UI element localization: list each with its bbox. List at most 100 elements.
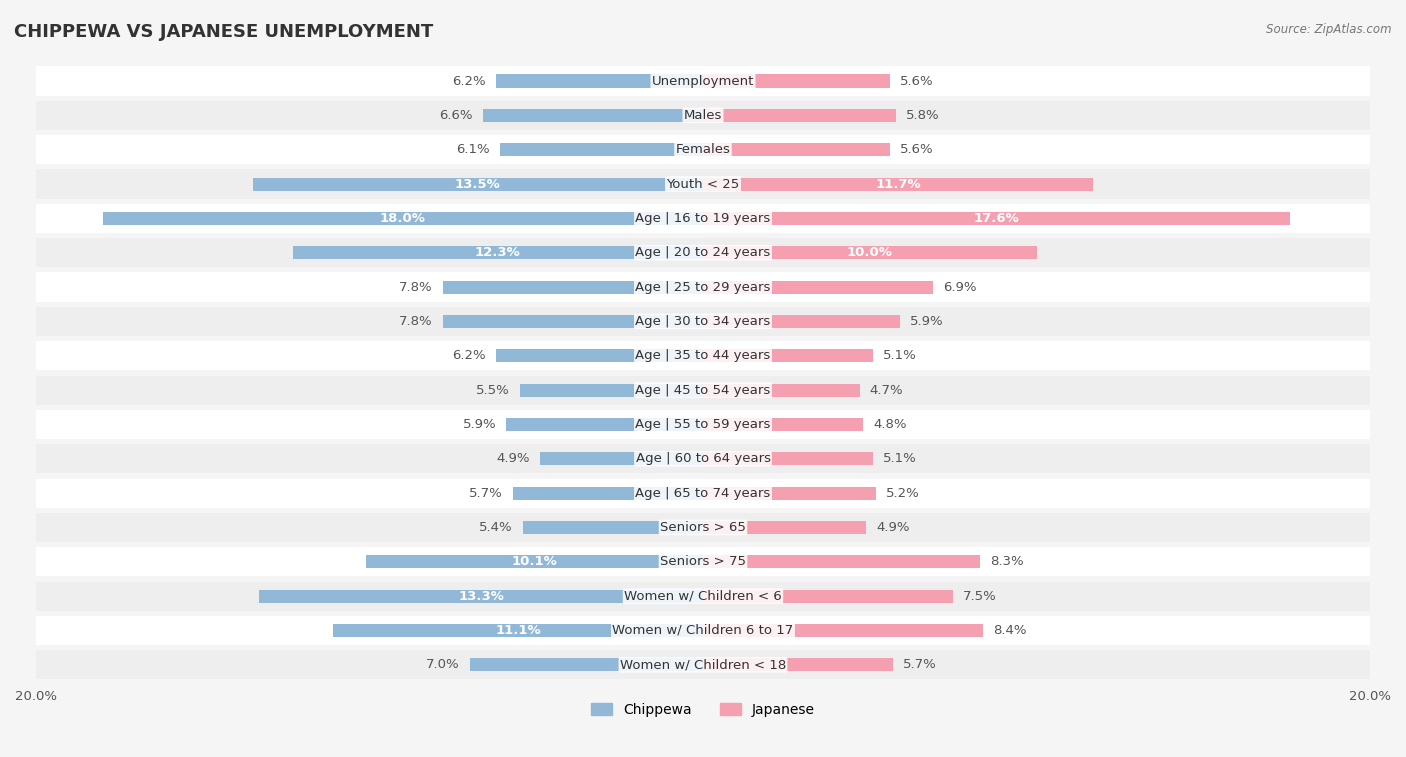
Text: 6.1%: 6.1% [456,143,489,156]
Text: 7.5%: 7.5% [963,590,997,603]
Bar [443,315,703,328]
Text: 12.3%: 12.3% [475,246,520,259]
Bar [37,410,1369,439]
Text: 5.6%: 5.6% [900,143,934,156]
Bar [253,178,703,191]
Text: Unemployment: Unemployment [652,74,754,88]
Text: Seniors > 75: Seniors > 75 [659,556,747,569]
Text: 6.9%: 6.9% [943,281,977,294]
Text: 5.5%: 5.5% [475,384,509,397]
Bar [703,590,953,603]
Bar [37,204,1369,233]
Bar [703,418,863,431]
Bar [703,143,890,156]
Text: 7.8%: 7.8% [399,281,433,294]
Bar [703,487,876,500]
Text: 5.8%: 5.8% [907,109,941,122]
Text: Age | 25 to 29 years: Age | 25 to 29 years [636,281,770,294]
Bar [703,384,859,397]
Text: 6.6%: 6.6% [440,109,472,122]
Text: 7.0%: 7.0% [426,659,460,671]
Text: Females: Females [675,143,731,156]
Bar [37,444,1369,473]
Text: 5.1%: 5.1% [883,349,917,363]
Bar [37,581,1369,611]
Bar [37,135,1369,164]
Bar [703,281,934,294]
Text: 4.9%: 4.9% [496,452,530,466]
Text: 4.9%: 4.9% [876,521,910,534]
Text: 4.8%: 4.8% [873,418,907,431]
Bar [260,590,703,603]
Bar [703,659,893,671]
Text: Age | 35 to 44 years: Age | 35 to 44 years [636,349,770,363]
Bar [703,74,890,88]
Text: 5.7%: 5.7% [470,487,503,500]
Bar [703,109,897,122]
Legend: Chippewa, Japanese: Chippewa, Japanese [586,697,820,722]
Text: 7.8%: 7.8% [399,315,433,328]
Text: 5.7%: 5.7% [903,659,936,671]
Bar [37,616,1369,645]
Bar [333,624,703,637]
Text: Age | 60 to 64 years: Age | 60 to 64 years [636,452,770,466]
Text: Age | 45 to 54 years: Age | 45 to 54 years [636,384,770,397]
Text: 17.6%: 17.6% [973,212,1019,225]
Bar [506,418,703,431]
Text: 5.2%: 5.2% [886,487,920,500]
Text: 18.0%: 18.0% [380,212,426,225]
Bar [37,170,1369,198]
Text: Males: Males [683,109,723,122]
Bar [37,101,1369,130]
Text: 5.1%: 5.1% [883,452,917,466]
Text: Seniors > 65: Seniors > 65 [659,521,747,534]
Text: 5.4%: 5.4% [479,521,513,534]
Bar [540,452,703,466]
Text: 11.7%: 11.7% [876,178,921,191]
Bar [703,212,1289,225]
Bar [37,512,1369,542]
Text: Source: ZipAtlas.com: Source: ZipAtlas.com [1267,23,1392,36]
Bar [513,487,703,500]
Text: Age | 16 to 19 years: Age | 16 to 19 years [636,212,770,225]
Bar [703,246,1036,259]
Bar [37,273,1369,302]
Bar [443,281,703,294]
Text: Women w/ Children 6 to 17: Women w/ Children 6 to 17 [613,624,793,637]
Bar [292,246,703,259]
Text: Women w/ Children < 6: Women w/ Children < 6 [624,590,782,603]
Text: 13.5%: 13.5% [456,178,501,191]
Bar [37,341,1369,370]
Bar [499,143,703,156]
Text: 8.4%: 8.4% [993,624,1026,637]
Text: 10.1%: 10.1% [512,556,557,569]
Text: 8.3%: 8.3% [990,556,1024,569]
Bar [703,521,866,534]
Bar [496,349,703,363]
Bar [103,212,703,225]
Bar [37,375,1369,405]
Text: 6.2%: 6.2% [453,349,486,363]
Text: 11.1%: 11.1% [495,624,541,637]
Bar [482,109,703,122]
Bar [37,67,1369,95]
Bar [366,556,703,569]
Bar [523,521,703,534]
Bar [37,307,1369,336]
Bar [520,384,703,397]
Bar [37,478,1369,508]
Bar [703,624,983,637]
Text: 6.2%: 6.2% [453,74,486,88]
Bar [703,315,900,328]
Text: 13.3%: 13.3% [458,590,505,603]
Text: Age | 20 to 24 years: Age | 20 to 24 years [636,246,770,259]
Text: 4.7%: 4.7% [870,384,904,397]
Text: 5.6%: 5.6% [900,74,934,88]
Text: Age | 55 to 59 years: Age | 55 to 59 years [636,418,770,431]
Text: Age | 30 to 34 years: Age | 30 to 34 years [636,315,770,328]
Bar [496,74,703,88]
Text: 10.0%: 10.0% [846,246,893,259]
Bar [703,178,1094,191]
Bar [37,650,1369,680]
Text: Age | 65 to 74 years: Age | 65 to 74 years [636,487,770,500]
